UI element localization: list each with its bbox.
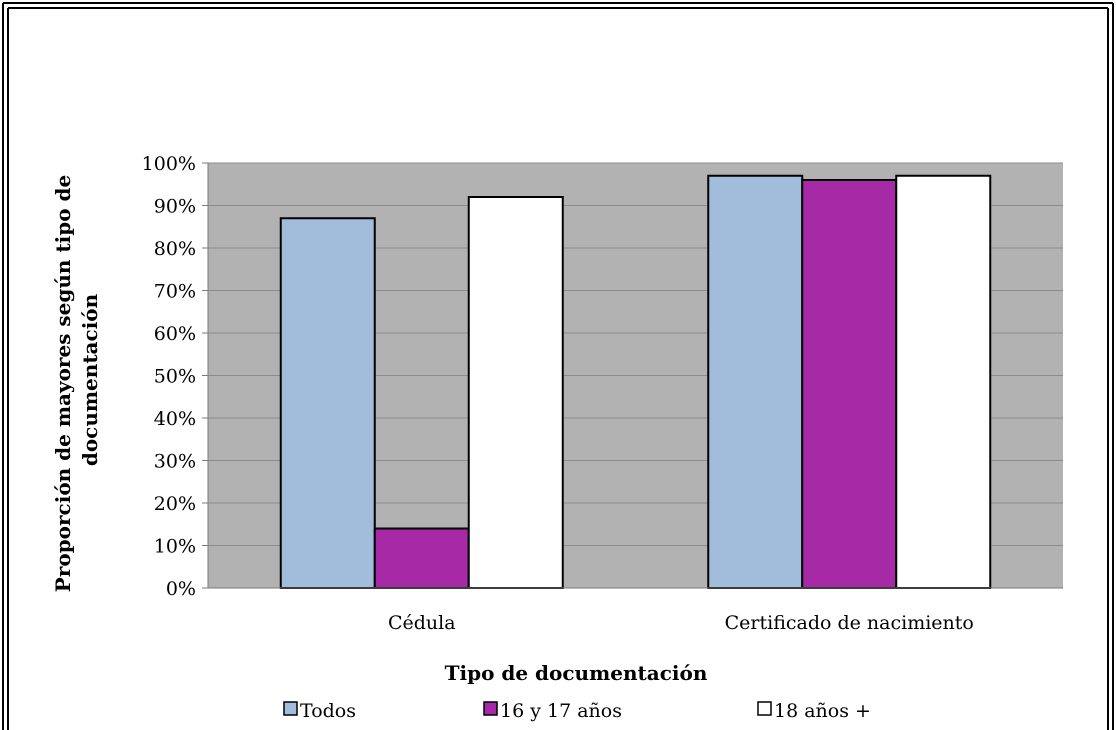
- legend-label: Todos: [300, 700, 356, 722]
- legend-label: 16 y 17 años: [500, 700, 622, 722]
- bar-todos-0: [279, 217, 376, 589]
- bar-todos-1: [707, 174, 804, 589]
- y-axis-ticks: 0% 10% 20% 30% 40% 50% 60% 70% 80% 90% 100%: [142, 153, 1063, 600]
- y-tick-label: 30%: [154, 451, 196, 473]
- y-axis-title-line-1: Proporción de mayores según tipo de: [51, 175, 75, 592]
- y-tick-label: 70%: [154, 281, 196, 303]
- y-tick-label: 100%: [142, 153, 196, 175]
- y-tick-label: 0%: [166, 578, 196, 600]
- y-tick-label: 20%: [154, 493, 196, 515]
- x-axis-title: Tipo de documentación: [445, 661, 708, 685]
- y-tick-label: 40%: [154, 408, 196, 430]
- bar-18-a-os--1: [895, 174, 992, 589]
- y-tick-label: 90%: [154, 196, 196, 218]
- x-category-label: Certificado de nacimiento: [725, 612, 974, 634]
- y-tick-label: 10%: [154, 536, 196, 558]
- bars: [279, 174, 992, 589]
- legend-label: 18 años +: [774, 700, 871, 722]
- x-axis-categories: Cédula Certificado de nacimiento: [388, 612, 974, 634]
- bar-18-a-os--0: [467, 196, 564, 589]
- legend-swatch: [757, 701, 772, 716]
- y-axis-title: Proporción de mayores según tipo de docu…: [51, 168, 102, 592]
- y-tick-label: 80%: [154, 238, 196, 260]
- legend: Todos 16 y 17 años 18 años +: [283, 700, 871, 722]
- bar-16-y-17-a-os-1: [801, 179, 898, 589]
- bar-16-y-17-a-os-0: [373, 527, 470, 589]
- x-category-label: Cédula: [388, 612, 456, 634]
- y-tick-label: 60%: [154, 323, 196, 345]
- legend-swatch: [283, 701, 298, 716]
- legend-swatch: [483, 701, 498, 716]
- y-axis-title-line-2: documentación: [78, 293, 102, 466]
- y-tick-label: 50%: [154, 366, 196, 388]
